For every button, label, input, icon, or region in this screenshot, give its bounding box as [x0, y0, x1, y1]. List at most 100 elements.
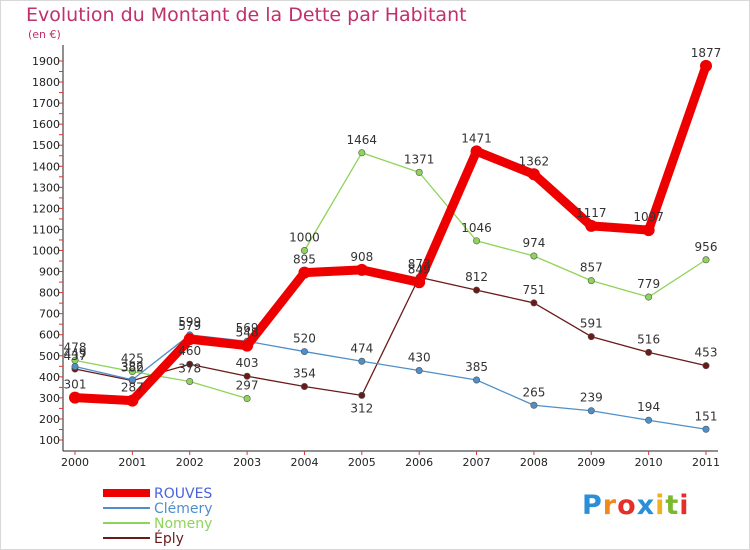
x-tick-label: 2009: [577, 456, 605, 469]
logo-letter: o: [617, 490, 637, 521]
y-tick-label: 1700: [32, 97, 60, 110]
series-lines: [69, 59, 712, 433]
data-point: [587, 277, 595, 285]
data-point: [700, 59, 712, 72]
data-point: [587, 333, 595, 341]
legend-label: ROUVES: [154, 486, 212, 502]
logo-letter: x: [636, 490, 656, 521]
data-label: 265: [522, 385, 545, 399]
logo-letter: i: [655, 490, 666, 521]
data-label: 478: [64, 340, 87, 354]
y-tick-label: 1600: [32, 118, 60, 131]
x-tick-label: 2007: [463, 456, 491, 469]
y-tick-label: 1300: [32, 181, 60, 194]
data-point: [126, 394, 139, 407]
data-label: 460: [178, 344, 201, 358]
logo-letter: r: [602, 490, 618, 521]
logo-letter: i: [679, 490, 690, 521]
y-tick-label: 300: [39, 392, 60, 405]
data-label: 548: [236, 326, 259, 340]
data-point: [300, 247, 308, 255]
data-point: [183, 333, 196, 346]
data-label: 599: [178, 315, 201, 329]
series-line: [74, 276, 707, 397]
data-label: 1000: [289, 231, 320, 245]
series-eply: [71, 273, 710, 399]
data-point: [702, 362, 710, 370]
data-point: [355, 263, 368, 276]
data-label: 403: [236, 356, 259, 370]
data-point: [645, 293, 653, 301]
x-tick-label: 2005: [348, 456, 376, 469]
y-tick-label: 100: [39, 434, 60, 447]
data-label: 1877: [691, 46, 722, 60]
data-labels: 4373824604033543128738127515915164534784…: [64, 46, 722, 423]
y-tick-label: 1800: [32, 76, 60, 89]
data-point: [300, 383, 308, 391]
data-point: [300, 348, 308, 356]
y-tick-label: 800: [39, 287, 60, 300]
data-label: 354: [293, 367, 316, 381]
data-label: 437: [64, 349, 87, 363]
y-tick-label: 600: [39, 329, 60, 342]
data-point: [702, 256, 710, 264]
data-label: 974: [522, 236, 545, 250]
data-label: 591: [580, 317, 603, 331]
data-label: 386: [121, 360, 144, 374]
series-clemery: [71, 331, 710, 433]
chart-title: Evolution du Montant de la Dette par Hab…: [26, 4, 467, 26]
data-point: [241, 339, 254, 352]
y-tick-label: 1500: [32, 139, 60, 152]
data-point: [473, 237, 481, 245]
y-tick-label: 1900: [32, 55, 60, 68]
x-tick-label: 2011: [692, 456, 720, 469]
data-point: [186, 377, 194, 385]
data-point: [243, 395, 251, 403]
data-label: 430: [408, 351, 431, 365]
x-tick-label: 2004: [290, 456, 318, 469]
x-tick-label: 2001: [118, 456, 146, 469]
data-label: 857: [580, 261, 603, 275]
data-point: [71, 363, 79, 371]
data-label: 474: [350, 341, 373, 355]
series-line: [74, 334, 707, 430]
data-point: [69, 391, 81, 404]
data-point: [530, 401, 538, 409]
x-tick-label: 2003: [233, 456, 261, 469]
y-tick-label: 200: [39, 413, 60, 426]
data-label: 239: [580, 391, 603, 405]
data-label: 297: [236, 379, 259, 393]
legend-label: Éply: [154, 530, 184, 547]
data-point: [128, 376, 136, 384]
data-label: 895: [293, 253, 316, 267]
logo-letter: t: [665, 490, 680, 521]
series-line: [74, 359, 248, 400]
data-label: 1371: [404, 152, 435, 166]
data-label: 449: [64, 347, 87, 361]
series-line: [303, 152, 707, 298]
data-point: [645, 416, 653, 424]
logo-letter: P: [582, 490, 603, 521]
x-tick-label: 2010: [635, 456, 663, 469]
data-point: [702, 425, 710, 433]
data-point: [128, 368, 136, 376]
data-label: 1097: [633, 210, 664, 224]
data-point: [587, 407, 595, 415]
data-label: 1117: [576, 206, 607, 220]
data-label: 1471: [461, 131, 492, 145]
data-point: [358, 357, 366, 365]
x-tick-label: 2006: [405, 456, 433, 469]
data-label: 1046: [461, 221, 492, 235]
data-point: [243, 372, 251, 380]
data-point: [470, 145, 483, 158]
data-point: [530, 299, 538, 307]
data-label: 956: [695, 240, 718, 254]
data-label: 287: [121, 381, 144, 395]
x-tick-label: 2008: [520, 456, 548, 469]
data-label: 151: [695, 409, 718, 423]
data-point: [298, 266, 311, 279]
x-tick-label: 2000: [61, 456, 89, 469]
data-point: [413, 276, 426, 289]
axes: 100 200 300 400 500 600 700 800 900 1000 1100 1200 1…: [32, 45, 720, 469]
